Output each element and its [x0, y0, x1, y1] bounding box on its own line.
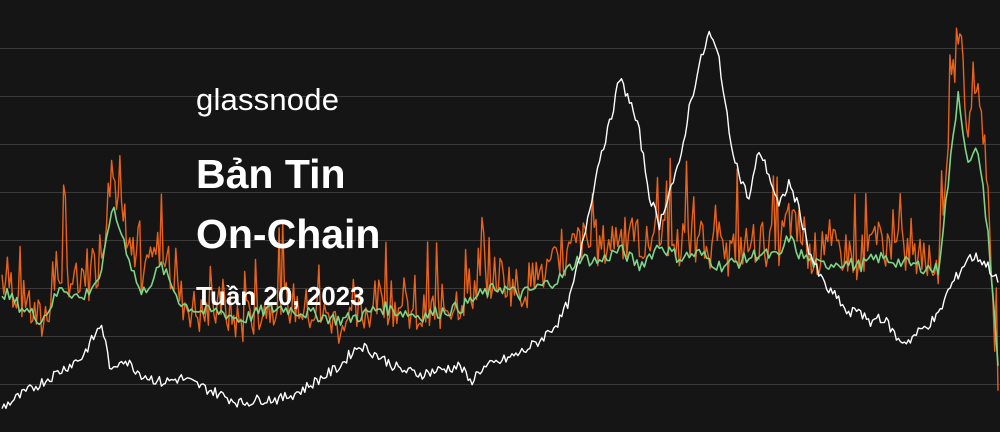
issue-subtitle: Tuần 20, 2023 — [196, 281, 365, 311]
series-layer — [1, 27, 999, 409]
series-metric-smoothed-line — [1, 90, 999, 366]
series-price-line — [1, 30, 999, 409]
grid-lines — [0, 48, 1000, 385]
brand-logo-text: glassnode — [196, 82, 340, 117]
series-metric-raw-line — [1, 27, 999, 391]
title-line-1: Bản Tin — [196, 151, 346, 197]
title-line-2: On-Chain — [196, 211, 381, 257]
text-overlay: glassnode Bản Tin On-Chain Tuần 20, 2023 — [196, 80, 380, 314]
